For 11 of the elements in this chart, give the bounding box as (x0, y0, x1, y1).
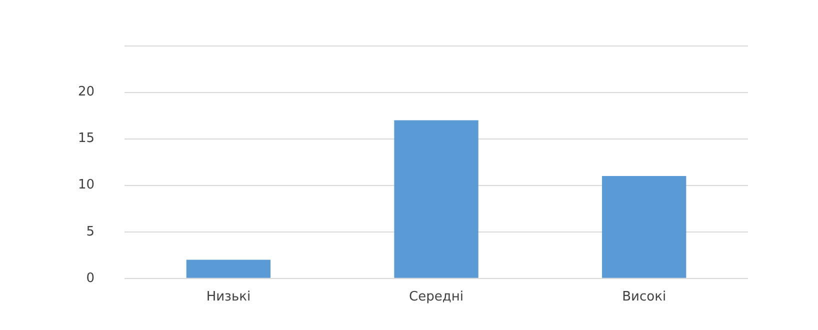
x-tick-label: Низькі (206, 290, 251, 305)
bar (394, 120, 478, 278)
y-tick-label: 0 (86, 270, 95, 286)
y-tick-label: 15 (78, 131, 95, 146)
y-tick-label: 5 (86, 224, 95, 240)
x-tick-label: Високі (622, 290, 666, 305)
bar (186, 260, 271, 278)
y-tick-label: 10 (78, 178, 95, 193)
x-tick-label: Середні (409, 290, 464, 305)
bar (602, 176, 686, 278)
y-tick-label: 20 (78, 84, 95, 100)
